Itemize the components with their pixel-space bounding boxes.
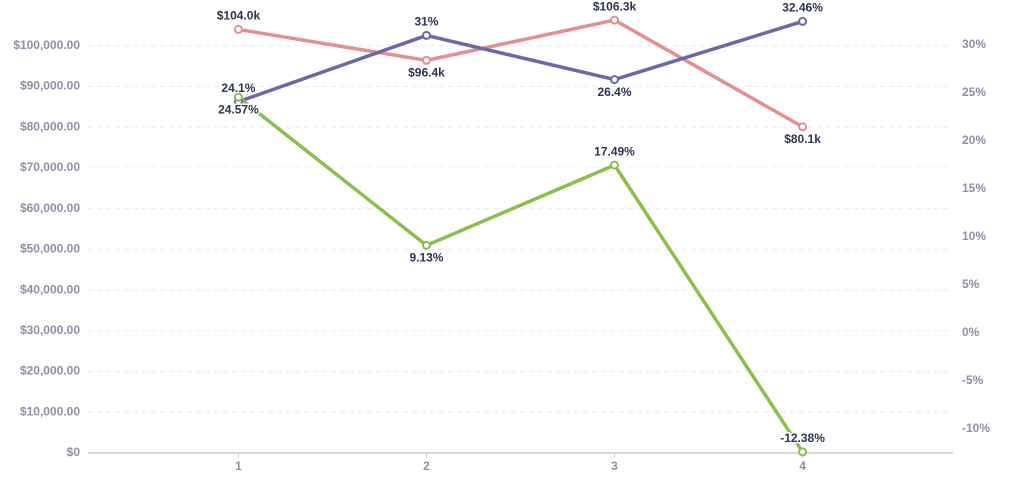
point [610, 15, 620, 25]
value-label: 26.4% [598, 85, 632, 99]
point [233, 92, 243, 102]
value-label: 17.49% [594, 144, 635, 158]
y-tick-label: $10,000.00 [20, 404, 80, 418]
value-label: -12.38% [780, 431, 825, 445]
value-label: $96.4k [408, 66, 445, 80]
value-label: 32.46% [782, 1, 823, 15]
y-tick-label: $80,000.00 [20, 119, 80, 133]
y-tick-label: $70,000.00 [20, 160, 80, 174]
y2-tick-label: 25% [962, 85, 986, 99]
y-tick-label: $40,000.00 [20, 282, 80, 296]
value-label: $80.1k [784, 132, 821, 146]
y2-tick-label: -10% [962, 421, 990, 435]
value-label: 31% [414, 15, 438, 29]
y-tick-label: $30,000.00 [20, 323, 80, 337]
series-line [237, 95, 805, 453]
y2-tick-label: 10% [962, 229, 986, 243]
point [421, 30, 431, 40]
y2-tick-label: -5% [962, 373, 984, 387]
point [798, 16, 808, 26]
y-tick-label: $50,000.00 [20, 242, 80, 256]
value-label: 24.57% [218, 102, 259, 116]
y2-tick-label: 0% [962, 325, 980, 339]
y2-tick-label: 20% [962, 133, 986, 147]
y2-tick-label: 30% [962, 37, 986, 51]
point [610, 75, 620, 85]
series-line [237, 19, 804, 104]
value-label: $106.3k [593, 0, 637, 13]
value-label: $104.0k [217, 9, 261, 23]
y2-tick-label: 15% [962, 181, 986, 195]
y-tick-label: $90,000.00 [20, 79, 80, 93]
point [233, 24, 243, 34]
y-tick-label: $0 [67, 445, 81, 459]
y-tick-label: $100,000.00 [13, 38, 80, 52]
series-line [238, 18, 804, 129]
x-tick-label: 3 [611, 459, 618, 473]
point [610, 160, 620, 170]
point [421, 55, 431, 65]
point [421, 240, 431, 250]
value-label: 9.13% [409, 251, 443, 265]
point [798, 447, 808, 457]
x-tick-label: 1 [235, 459, 242, 473]
value-label: 24.1% [221, 81, 255, 95]
x-tick-label: 2 [423, 459, 430, 473]
x-tick-label: 4 [799, 459, 806, 473]
y-tick-label: $60,000.00 [20, 201, 80, 215]
y2-tick-label: 5% [962, 277, 980, 291]
point [798, 122, 808, 132]
y-tick-label: $20,000.00 [20, 364, 80, 378]
